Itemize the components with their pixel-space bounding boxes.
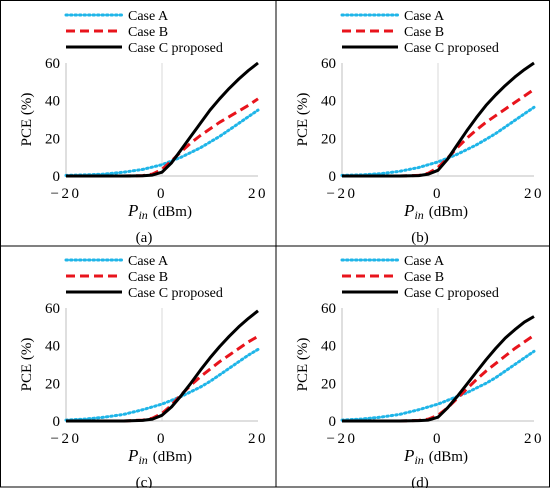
legend-label: Case B xyxy=(404,270,444,285)
x-tick-label: −20 xyxy=(327,431,358,447)
x-axis-label: Pin (dBm) xyxy=(403,446,468,467)
legend-label: Case C proposed xyxy=(128,41,223,56)
y-tick-label: 60 xyxy=(321,56,336,72)
x-tick-label: 0 xyxy=(157,186,167,202)
series-line-case-a xyxy=(64,108,260,177)
x-tick-label: −20 xyxy=(327,186,358,202)
legend-label: Case A xyxy=(128,9,169,24)
x-tick-label: 0 xyxy=(433,431,443,447)
y-tick-label: 20 xyxy=(321,131,336,147)
legend-label: Case B xyxy=(128,25,168,40)
panel-caption: (c) xyxy=(136,475,153,488)
x-tick-label: 0 xyxy=(433,186,443,202)
y-tick-label: 0 xyxy=(329,169,337,185)
x-axis-subscript: in xyxy=(414,208,423,222)
x-axis-symbol: P xyxy=(403,201,414,220)
x-axis-label: Pin (dBm) xyxy=(127,201,192,222)
panel-caption: (a) xyxy=(136,230,153,246)
series-line-case-c-proposed xyxy=(342,61,535,178)
legend-label: Case C proposed xyxy=(128,286,223,301)
x-axis-label: Pin (dBm) xyxy=(403,201,468,222)
series-line-case-c-proposed xyxy=(66,309,259,423)
y-tick-label: 20 xyxy=(45,131,60,147)
x-axis-subscript: in xyxy=(138,208,147,222)
x-axis-unit: (dBm) xyxy=(429,449,468,465)
y-tick-label: 40 xyxy=(45,339,60,355)
y-tick-label: 0 xyxy=(53,414,61,430)
x-tick-label: 20 xyxy=(524,431,544,447)
legend-label: Case C proposed xyxy=(404,286,499,301)
panel-caption: (d) xyxy=(411,475,429,488)
y-axis-label: PCE (%) xyxy=(19,338,35,392)
x-axis-symbol: P xyxy=(403,446,414,465)
x-tick-label: 20 xyxy=(248,186,268,202)
y-tick-label: 40 xyxy=(321,339,336,355)
y-axis-label: PCE (%) xyxy=(295,93,311,147)
series-line-case-c-proposed xyxy=(342,315,535,423)
y-tick-label: 40 xyxy=(45,94,60,110)
x-axis-unit: (dBm) xyxy=(153,449,192,465)
legend-label: Case B xyxy=(128,270,168,285)
y-tick-label: 40 xyxy=(321,94,336,110)
y-tick-label: 0 xyxy=(329,414,337,430)
x-tick-label: −20 xyxy=(51,186,82,202)
x-axis-subscript: in xyxy=(414,453,423,467)
x-tick-label: 20 xyxy=(524,186,544,202)
y-tick-label: 20 xyxy=(45,376,60,392)
y-axis-label: PCE (%) xyxy=(19,93,35,147)
x-axis-label: Pin (dBm) xyxy=(127,446,192,467)
x-axis-symbol: P xyxy=(127,446,138,465)
series-line-case-a xyxy=(340,105,536,177)
x-tick-label: 20 xyxy=(248,431,268,447)
x-tick-label: −20 xyxy=(51,431,82,447)
x-axis-subscript: in xyxy=(138,453,147,467)
y-tick-label: 60 xyxy=(45,301,60,317)
series-line-case-b xyxy=(66,97,259,178)
series-line-case-a xyxy=(64,347,260,422)
x-axis-unit: (dBm) xyxy=(153,204,192,220)
y-tick-label: 0 xyxy=(53,169,61,185)
y-tick-label: 60 xyxy=(45,56,60,72)
legend-label: Case A xyxy=(404,9,445,24)
y-axis-label: PCE (%) xyxy=(295,338,311,392)
x-axis-symbol: P xyxy=(127,201,138,220)
series-line-case-b xyxy=(66,335,259,423)
legend-label: Case A xyxy=(404,254,445,269)
series-line-case-c-proposed xyxy=(66,61,259,178)
legend-label: Case C proposed xyxy=(404,41,499,56)
x-axis-unit: (dBm) xyxy=(429,204,468,220)
y-tick-label: 20 xyxy=(321,376,336,392)
legend-label: Case A xyxy=(128,254,169,269)
y-tick-label: 60 xyxy=(321,301,336,317)
x-tick-label: 0 xyxy=(157,431,167,447)
series-line-case-b xyxy=(342,334,535,423)
panel-caption: (b) xyxy=(411,230,429,246)
legend-label: Case B xyxy=(404,25,444,40)
